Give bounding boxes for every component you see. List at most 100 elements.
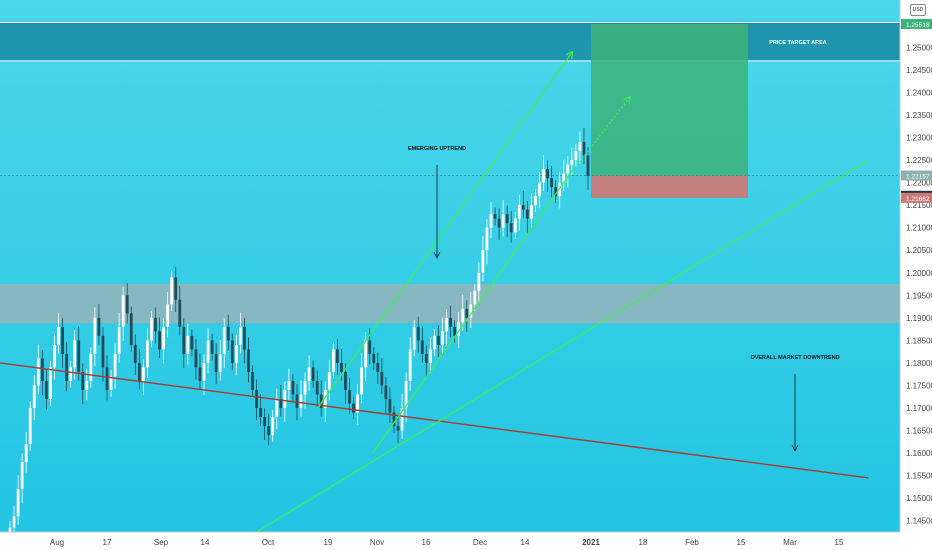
candle-body bbox=[295, 394, 299, 409]
candle-body bbox=[477, 272, 481, 291]
candle-body bbox=[158, 331, 161, 350]
candle-body bbox=[348, 389, 351, 404]
candle-body bbox=[307, 367, 311, 381]
candle-body bbox=[214, 353, 218, 372]
candle-body bbox=[186, 335, 190, 354]
price-target-area-label: PRICE TARGET AREA bbox=[769, 40, 826, 46]
candle-body bbox=[69, 367, 73, 381]
candle-body bbox=[93, 317, 97, 354]
candle-body bbox=[360, 367, 364, 395]
candle-body bbox=[453, 326, 457, 336]
time-axis: Aug 17 Sep 14 Oct 19 Nov 16 Dec 14 2021 18 Feb 15 Mar 1… bbox=[0, 531, 900, 547]
candle-body bbox=[16, 489, 20, 517]
candle-body bbox=[263, 417, 267, 427]
candle-body bbox=[388, 399, 392, 413]
candle-body bbox=[73, 340, 77, 368]
candle-body bbox=[206, 340, 210, 363]
price-tick-label: 1.19500 bbox=[906, 291, 932, 300]
candle-body bbox=[234, 344, 238, 363]
time-tick-label: 14 bbox=[521, 538, 530, 547]
candle-body bbox=[141, 367, 145, 381]
candle-body bbox=[521, 205, 525, 210]
candle-body bbox=[24, 444, 28, 463]
candle-body bbox=[437, 335, 440, 345]
candle-body bbox=[356, 394, 360, 413]
candle-body bbox=[574, 151, 578, 161]
candle-body bbox=[65, 353, 68, 381]
candle-body bbox=[335, 349, 339, 363]
support-resistance-zone bbox=[0, 284, 900, 324]
candle-body bbox=[449, 317, 452, 327]
candle-body bbox=[469, 304, 473, 318]
channel-upper-line bbox=[317, 52, 573, 409]
candle-body bbox=[287, 380, 291, 390]
candle-body bbox=[146, 340, 149, 368]
price-target-zone bbox=[0, 22, 900, 61]
candle-body bbox=[586, 155, 590, 176]
overall-downtrend-label: OVERALL MARKET DOWNTREND bbox=[750, 355, 839, 361]
candle-body bbox=[150, 317, 153, 341]
candle-body bbox=[570, 160, 574, 165]
time-tick-label: 19 bbox=[324, 538, 333, 547]
candle-body bbox=[12, 516, 16, 528]
candle-body bbox=[218, 353, 222, 372]
candle-body bbox=[530, 205, 533, 219]
target-price-label-box bbox=[901, 18, 932, 29]
candle-body bbox=[481, 250, 485, 273]
candle-body bbox=[299, 394, 303, 409]
candle-body bbox=[384, 385, 388, 399]
candle-body bbox=[424, 353, 428, 363]
candle-body bbox=[255, 389, 258, 409]
candle-body bbox=[420, 340, 424, 354]
candle-body bbox=[344, 371, 347, 390]
price-tick-label: 1.24000 bbox=[906, 88, 932, 97]
emerging-uptrend-label: EMERGING UPTREND bbox=[408, 146, 466, 152]
time-tick-label: Aug bbox=[50, 538, 64, 547]
time-tick-label: 17 bbox=[103, 538, 112, 547]
candle-body bbox=[291, 380, 295, 395]
time-tick-label: Dec bbox=[473, 538, 487, 547]
candle-body bbox=[497, 218, 501, 228]
candle-body bbox=[271, 417, 275, 436]
candle-body bbox=[562, 173, 566, 183]
candle-body bbox=[534, 196, 537, 206]
price-tick-label: 1.18500 bbox=[906, 336, 932, 345]
candle-body bbox=[392, 412, 396, 427]
price-tick-label: 1.25000 bbox=[906, 43, 932, 52]
target-price-label: 1.25518 bbox=[906, 22, 930, 29]
price-tick-label: 1.18000 bbox=[906, 359, 932, 368]
candle-body bbox=[340, 362, 343, 372]
time-tick-label: 18 bbox=[639, 538, 648, 547]
time-tick-label: Sep bbox=[154, 538, 169, 547]
candle-body bbox=[125, 295, 129, 314]
price-tick-label: 1.24500 bbox=[906, 66, 932, 75]
candle-body bbox=[28, 408, 32, 445]
candle-body bbox=[311, 367, 315, 381]
overall-downtrend-arrowhead bbox=[791, 444, 799, 452]
candle-body bbox=[558, 182, 562, 197]
candle-body bbox=[89, 353, 93, 381]
candle-body bbox=[61, 326, 64, 354]
candle-body bbox=[473, 290, 477, 305]
candle-body bbox=[85, 380, 89, 390]
candle-body bbox=[315, 380, 319, 395]
candle-body bbox=[77, 340, 81, 372]
candle-body bbox=[554, 187, 558, 197]
candle-body bbox=[210, 340, 214, 354]
time-axis-background bbox=[0, 532, 932, 550]
channel-lower-line bbox=[372, 168, 574, 454]
candle-body bbox=[331, 349, 335, 372]
candle-body bbox=[493, 214, 497, 219]
candle-body bbox=[182, 326, 186, 354]
candle-body bbox=[380, 371, 384, 386]
currency-badge[interactable]: USD bbox=[910, 4, 926, 16]
candle-body bbox=[550, 178, 554, 188]
candle-body bbox=[36, 358, 40, 386]
candle-body bbox=[49, 367, 52, 399]
candle-body bbox=[109, 376, 113, 390]
emerging-uptrend-arrowhead bbox=[433, 251, 441, 259]
price-axis: 1.25000 1.24500 1.24000 1.23500 1.23000 1.225… bbox=[899, 0, 932, 532]
price-tick-label: 1.21500 bbox=[906, 201, 932, 210]
